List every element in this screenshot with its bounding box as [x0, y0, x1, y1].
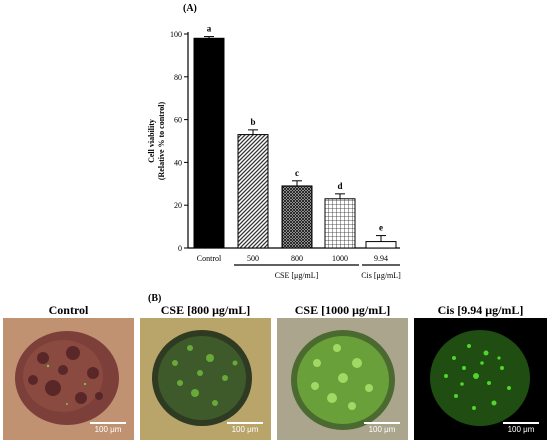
- panel-a-label: (A): [183, 3, 197, 14]
- scale-bar-cis: 100 μm: [503, 422, 539, 434]
- y-tick-label: 40: [174, 158, 182, 167]
- y-tick-label: 100: [170, 30, 182, 39]
- y-axis-label: Cell viability: [147, 119, 156, 163]
- x-tick-label: 1000: [332, 254, 348, 263]
- significance-label: a: [207, 24, 212, 34]
- x-tick-label: Control: [197, 254, 222, 263]
- scale-bar-cse-1000: 100 μm: [364, 422, 400, 434]
- panel-b-label: (B): [148, 293, 162, 304]
- y-axis-label: (Relative % to control): [157, 102, 166, 181]
- y-tick-label: 0: [178, 244, 182, 253]
- micrograph-control: 100 μm: [3, 318, 134, 440]
- bar: [281, 185, 313, 249]
- significance-label: d: [337, 181, 342, 191]
- group-label: Cis [μg/mL]: [361, 271, 401, 280]
- bar: [237, 134, 269, 249]
- image-title-cse-800: CSE [800 μg/mL]: [160, 303, 251, 317]
- bar: [365, 241, 397, 249]
- scale-bar-control: 100 μm: [90, 422, 126, 434]
- bar: [324, 198, 356, 249]
- x-tick-label: 9.94: [374, 254, 388, 263]
- image-title-cse-1000: CSE [1000 μg/mL]: [294, 303, 391, 317]
- significance-label: b: [250, 117, 255, 127]
- group-label: CSE [μg/mL]: [275, 271, 319, 280]
- y-tick-label: 20: [174, 201, 182, 210]
- significance-label: e: [379, 223, 383, 233]
- y-tick-label: 60: [174, 116, 182, 125]
- x-tick-label: 800: [291, 254, 303, 263]
- micrograph-cse-800: 100 μm: [140, 318, 271, 440]
- image-title-control: Control: [48, 303, 89, 317]
- bar-chart: (A) 0 20 40 60 80 100 Cell viability (Relative …: [147, 3, 401, 280]
- x-tick-label: 500: [247, 254, 259, 263]
- micrograph-cse-1000: 100 μm: [277, 318, 408, 440]
- bar: [193, 37, 225, 249]
- image-title-cis: Cis [9.94 μg/mL]: [437, 303, 524, 317]
- y-tick-label: 80: [174, 73, 182, 82]
- scale-bar-cse-800: 100 μm: [227, 422, 263, 434]
- micrograph-cis: 100 μm: [414, 318, 547, 440]
- significance-label: c: [295, 168, 299, 178]
